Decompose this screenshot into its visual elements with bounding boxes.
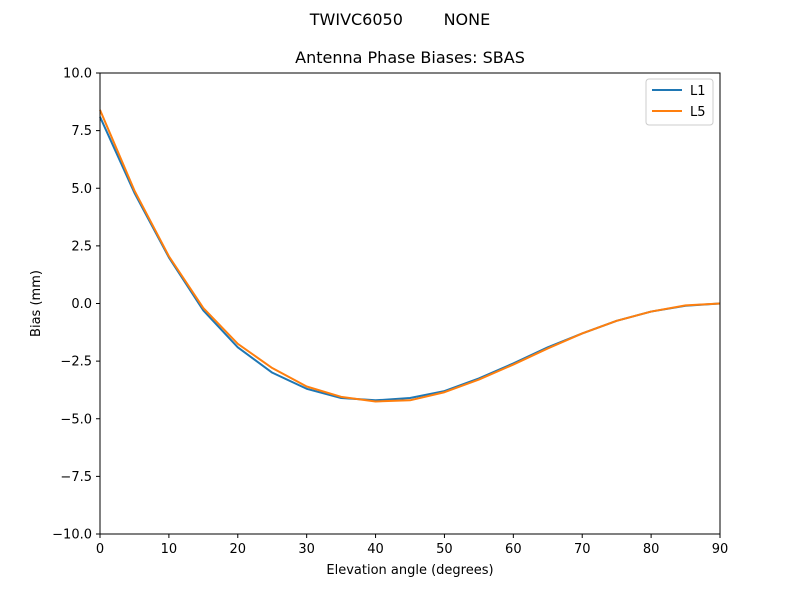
- x-axis-label: Elevation angle (degrees): [326, 563, 493, 578]
- x-tick-label: 80: [643, 542, 660, 557]
- x-tick-label: 0: [96, 542, 104, 557]
- y-tick-label: −5.0: [60, 412, 92, 427]
- y-tick-label: −2.5: [60, 355, 92, 370]
- x-tick-label: 50: [436, 542, 453, 557]
- x-tick-label: 30: [298, 542, 315, 557]
- y-tick-label: 2.5: [71, 239, 92, 254]
- y-tick-label: −10.0: [52, 528, 92, 543]
- x-tick-label: 60: [505, 542, 522, 557]
- x-axis: 0 10 20 30 40 50 60 70 80 90: [96, 534, 728, 557]
- x-tick-label: 10: [161, 542, 178, 557]
- x-tick-label: 90: [712, 542, 729, 557]
- y-tick-label: 10.0: [63, 67, 92, 82]
- chart-title: Antenna Phase Biases: SBAS: [295, 48, 525, 67]
- series-line-l1: [99, 116, 721, 402]
- plot-frame: [99, 72, 721, 535]
- legend-l1-label: L1: [690, 84, 706, 99]
- y-axis-label: Bias (mm): [29, 270, 44, 337]
- figure-suptitle: TWIVC6050 NONE: [309, 10, 491, 29]
- series-line-l5: [99, 109, 721, 403]
- y-tick-label: 5.0: [71, 182, 92, 197]
- plot-lines: [99, 109, 721, 403]
- legend-l5-label: L5: [690, 105, 706, 120]
- x-tick-label: 20: [230, 542, 247, 557]
- x-tick-label: 70: [574, 542, 591, 557]
- legend: L1 L5: [645, 78, 714, 126]
- x-tick-label: 40: [367, 542, 384, 557]
- y-axis: −10.0 −7.5 −5.0 −2.5 0.0 2.5 5.0 7.5 10.0: [52, 67, 100, 543]
- y-tick-label: −7.5: [60, 470, 92, 485]
- y-tick-label: 7.5: [71, 124, 92, 139]
- y-tick-label: 0.0: [71, 297, 92, 312]
